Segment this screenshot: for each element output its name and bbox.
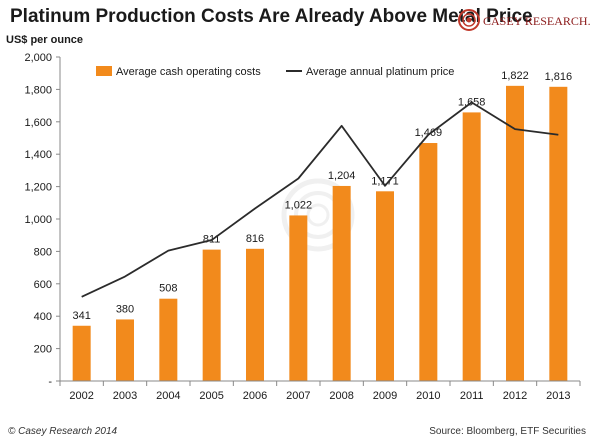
bar	[246, 248, 264, 381]
y-tick-label: 1,200	[24, 182, 52, 194]
line-series	[81, 101, 559, 298]
y-tick-label: 200	[34, 344, 52, 356]
chart-title: Platinum Production Costs Are Already Ab…	[10, 6, 533, 27]
logo-text: CASEY RESEARCH.COM	[483, 14, 590, 28]
x-tick-label: 2004	[156, 390, 180, 402]
bar-data-label: 1,822	[501, 70, 529, 82]
y-tick-label: -	[48, 376, 52, 388]
legend-bar-swatch	[96, 66, 112, 76]
x-axis: 2002 2003 2004 2005 2006 2007 2008 2009 2010 2011…	[59, 380, 581, 402]
bar	[462, 112, 481, 382]
y-tick-label: 1,400	[24, 149, 52, 161]
bar-data-label: 816	[246, 233, 264, 245]
bar-series	[72, 85, 568, 382]
bar	[332, 185, 351, 381]
bar	[289, 215, 308, 381]
x-tick-label: 2012	[503, 390, 527, 402]
y-axis: - 200 400 600 800 1,000 1,200 1,400 1,600 1,800 2,…	[24, 52, 61, 388]
source-text: Source: Bloomberg, ETF Securities	[429, 426, 586, 437]
x-tick-label: 2002	[69, 390, 93, 402]
platinum-price-line	[81, 101, 559, 298]
bar-data-label: 1,469	[415, 127, 443, 139]
bar-data-label: 341	[72, 310, 90, 322]
bar	[549, 86, 568, 382]
bar-data-label: 1,022	[285, 199, 313, 211]
bar-data-label: 1,204	[328, 170, 356, 182]
bar	[72, 325, 91, 381]
bar-data-label: 508	[159, 283, 177, 295]
casey-research-logo: CASEY RESEARCH.COM	[458, 9, 590, 31]
legend-bar-label: Average cash operating costs	[116, 66, 261, 78]
bar	[116, 319, 134, 381]
x-tick-label: 2009	[373, 390, 397, 402]
bar	[376, 191, 394, 381]
y-tick-label: 1,600	[24, 117, 52, 129]
x-tick-label: 2011	[460, 390, 484, 402]
legend-line-label: Average annual platinum price	[306, 66, 454, 78]
x-tick-label: 2007	[286, 390, 310, 402]
x-tick-label: 2010	[416, 390, 440, 402]
y-tick-label: 800	[34, 246, 52, 258]
y-axis-label: US$ per ounce	[6, 34, 84, 46]
x-tick-label: 2013	[546, 390, 570, 402]
bar-data-label: 1,816	[545, 71, 573, 83]
bar	[419, 143, 438, 381]
y-tick-label: 600	[34, 279, 52, 291]
copyright-text: © Casey Research 2014	[8, 426, 118, 437]
y-tick-label: 1,000	[24, 214, 52, 226]
bar	[506, 85, 524, 381]
x-tick-label: 2003	[113, 390, 137, 402]
x-tick-label: 2006	[243, 390, 267, 402]
y-tick-label: 2,000	[24, 52, 52, 64]
y-tick-label: 1,800	[24, 84, 52, 96]
bar	[202, 249, 221, 381]
x-tick-label: 2005	[199, 390, 223, 402]
bar-data-label: 380	[116, 303, 134, 315]
y-tick-label: 400	[34, 311, 52, 323]
bar	[159, 298, 178, 381]
x-tick-label: 2008	[329, 390, 353, 402]
legend: Average cash operating costs Average annu…	[96, 66, 454, 78]
